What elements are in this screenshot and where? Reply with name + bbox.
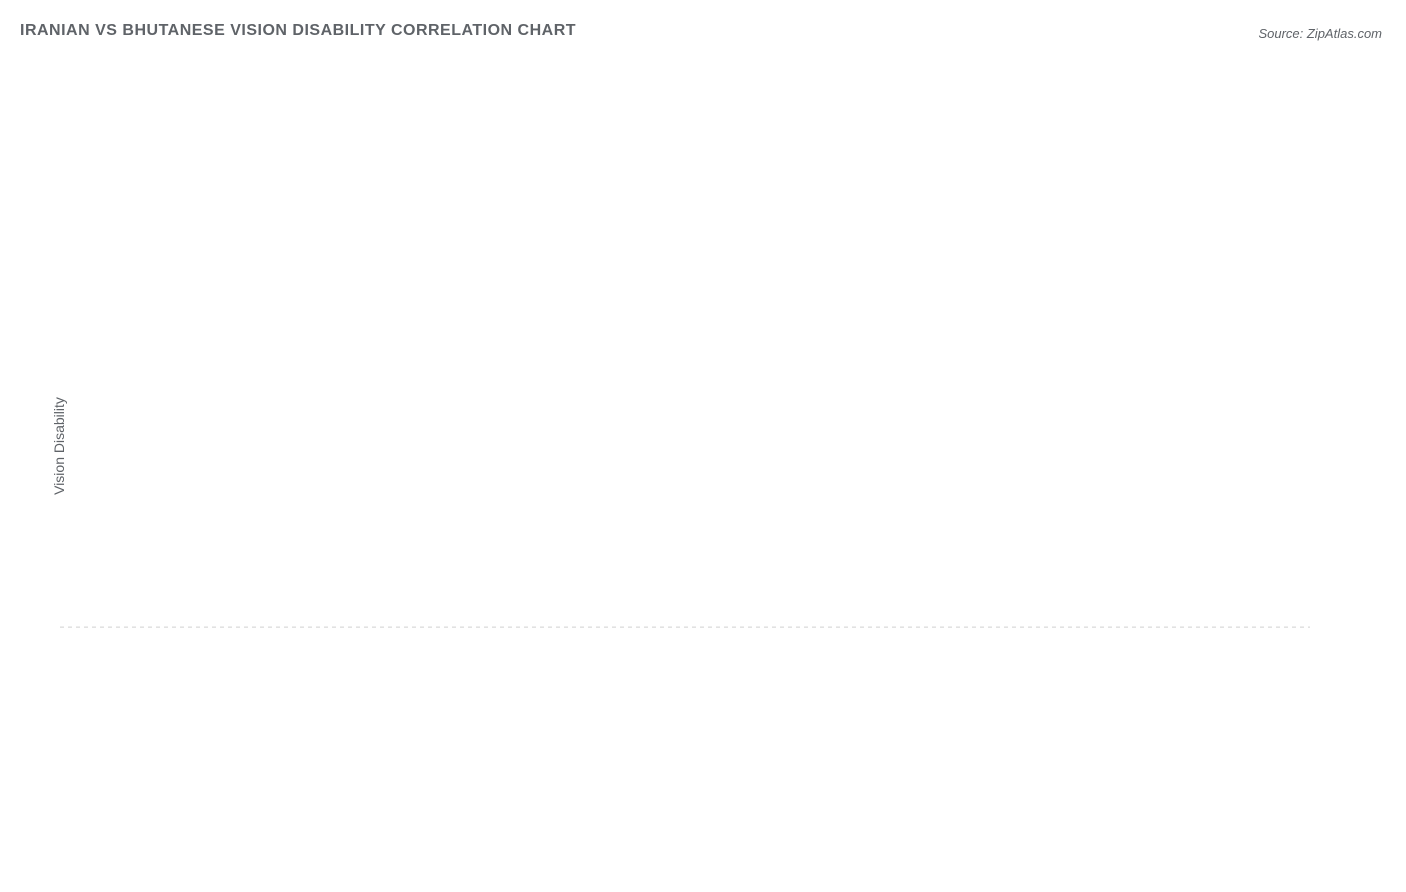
source-label: Source: ZipAtlas.com <box>1258 26 1382 41</box>
plot-area <box>50 56 1380 846</box>
chart-title: IRANIAN VS BHUTANESE VISION DISABILITY C… <box>20 22 576 40</box>
chart-svg <box>50 56 1380 846</box>
